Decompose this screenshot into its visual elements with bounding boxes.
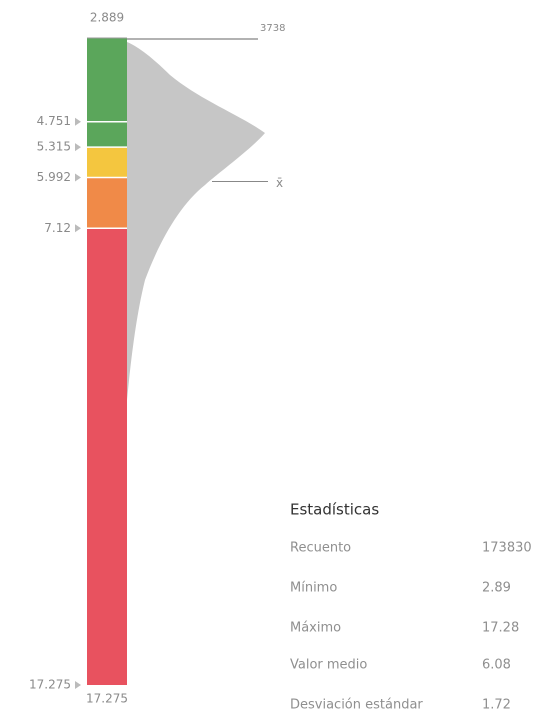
break-label: 17.275 bbox=[29, 678, 71, 692]
stat-label: Valor medio bbox=[290, 658, 367, 673]
max-count-label: 3738 bbox=[260, 23, 285, 34]
mean-symbol: x̄ bbox=[276, 176, 283, 190]
break-label: 7.12 bbox=[44, 221, 71, 235]
stat-label: Desviación estándar bbox=[290, 698, 423, 713]
class-band bbox=[87, 228, 127, 685]
stat-label: Mínimo bbox=[290, 581, 337, 596]
class-band bbox=[87, 177, 127, 229]
break-handle bbox=[75, 224, 81, 233]
class-band bbox=[87, 121, 127, 148]
break-label: 5.315 bbox=[37, 140, 71, 154]
break-label: 5.992 bbox=[37, 170, 71, 184]
class-band bbox=[87, 147, 127, 178]
stats-title: Estadísticas bbox=[290, 501, 379, 519]
stat-value: 2.89 bbox=[482, 581, 511, 596]
break-label: 4.751 bbox=[37, 114, 71, 128]
stat-value: 6.08 bbox=[482, 658, 511, 673]
stat-value: 17.28 bbox=[482, 621, 519, 636]
max-label: 17.275 bbox=[86, 692, 128, 706]
break-handle bbox=[75, 681, 81, 689]
break-handle bbox=[75, 173, 81, 182]
break-handle bbox=[75, 117, 81, 126]
histogram-shape bbox=[127, 42, 265, 400]
class-band bbox=[87, 38, 127, 122]
stat-label: Máximo bbox=[290, 621, 341, 636]
min-label: 2.889 bbox=[90, 11, 124, 25]
stat-value: 1.72 bbox=[482, 698, 511, 713]
stat-value: 173830 bbox=[482, 541, 532, 556]
break-handle bbox=[75, 143, 81, 152]
stat-label: Recuento bbox=[290, 541, 351, 556]
